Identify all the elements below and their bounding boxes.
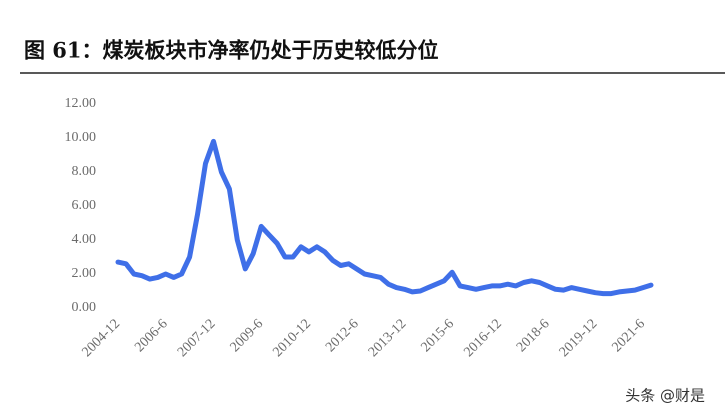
y-tick-label: 6.00 (72, 198, 97, 213)
x-tick-label: 2006-6 (132, 316, 171, 355)
x-tick-label: 2010-12 (270, 316, 314, 360)
x-tick-label: 2015-6 (419, 316, 458, 355)
chart-title: 图 61：煤炭板块市净率仍处于历史较低分位 (24, 38, 439, 63)
x-tick-label: 2004-12 (79, 316, 123, 360)
x-tick-label: 2019-12 (557, 316, 601, 360)
x-tick-label: 2016-12 (461, 316, 505, 360)
y-tick-label: 4.00 (72, 232, 97, 247)
y-tick-label: 12.00 (65, 96, 97, 111)
x-tick-label: 2009-6 (228, 316, 267, 355)
y-tick-label: 0.00 (72, 300, 97, 315)
x-tick-label: 2021-6 (609, 316, 648, 355)
x-tick-label: 2018-6 (514, 316, 553, 355)
y-tick-label: 2.00 (72, 266, 97, 281)
y-tick-label: 8.00 (72, 164, 97, 179)
watermark: 头条 @财是 (625, 387, 705, 405)
x-tick-label: 2013-12 (366, 316, 410, 360)
x-tick-label: 2012-6 (323, 316, 362, 355)
x-tick-label: 2007-12 (175, 316, 219, 360)
line (115, 138, 654, 297)
y-tick-label: 10.00 (65, 130, 97, 145)
